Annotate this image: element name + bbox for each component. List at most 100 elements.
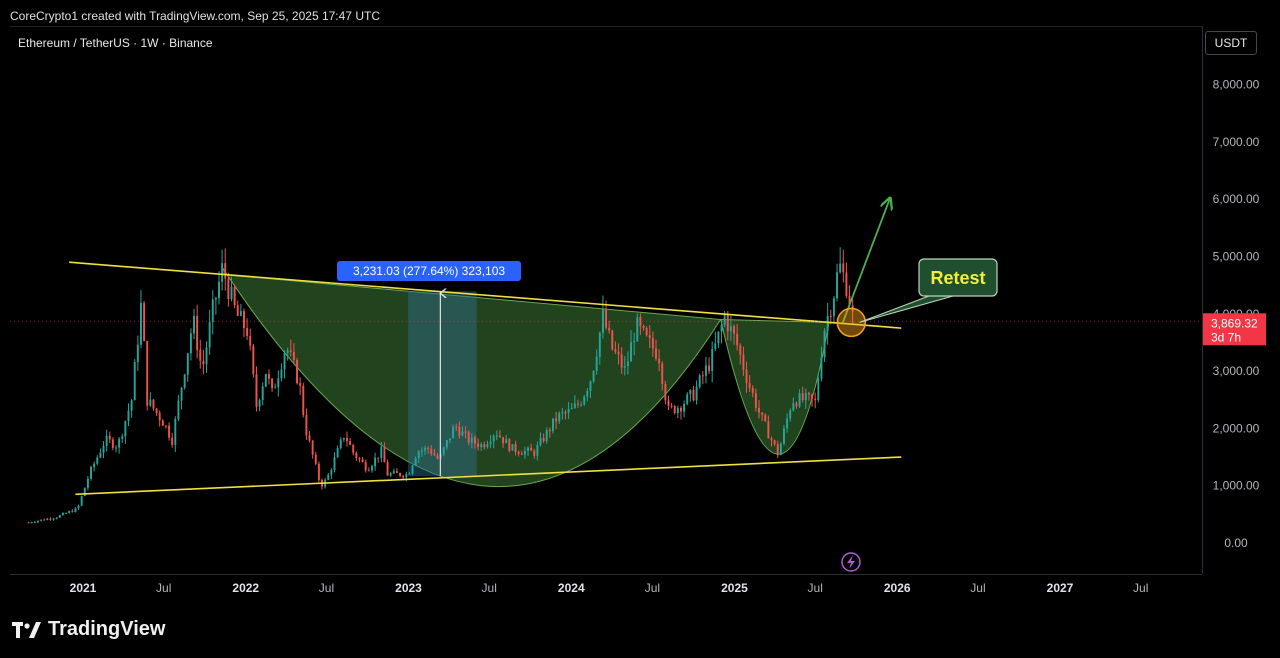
- y-tick-label: 7,000.00: [1213, 135, 1260, 149]
- candle-body: [305, 414, 308, 436]
- candle-body: [196, 315, 199, 351]
- candle-body: [402, 475, 405, 478]
- candle-body: [99, 452, 102, 458]
- candle-body: [311, 440, 314, 455]
- candle-body: [49, 518, 52, 520]
- candle-body: [292, 351, 295, 360]
- lightning-bolt: [847, 555, 855, 569]
- candle-body: [658, 358, 661, 364]
- x-tick-label: 2026: [884, 581, 911, 595]
- candle-body: [161, 420, 164, 426]
- x-tick-label: Jul: [156, 581, 171, 595]
- candle-body: [367, 470, 370, 472]
- candle-body: [289, 350, 292, 352]
- candle-body: [558, 412, 561, 422]
- candle-body: [676, 407, 679, 414]
- candle-body: [764, 414, 767, 422]
- y-tick-label: 3,000.00: [1213, 364, 1260, 378]
- candle-body: [845, 272, 848, 296]
- candle-body: [770, 438, 773, 441]
- candle-body: [271, 378, 274, 389]
- candle-body: [174, 418, 177, 445]
- candle-body: [848, 295, 851, 306]
- chart-pane[interactable]: [10, 26, 1202, 575]
- candle-body: [670, 405, 673, 407]
- candle-body: [636, 317, 639, 342]
- brand-name: TradingView: [48, 618, 166, 640]
- candle-body: [573, 403, 576, 408]
- candle-body: [65, 513, 68, 515]
- candle-body: [330, 470, 333, 475]
- candle-body: [683, 404, 686, 412]
- annotation-retest: Retest: [930, 268, 985, 288]
- candle-body: [202, 360, 205, 365]
- candle-body: [542, 438, 545, 442]
- candle-body: [414, 458, 417, 466]
- candle-body: [224, 263, 227, 279]
- candle-body: [302, 385, 305, 415]
- candle-body: [236, 305, 239, 316]
- candle-body: [480, 444, 483, 448]
- cup-pattern: [222, 266, 722, 488]
- candle-body: [358, 458, 361, 460]
- candle-body: [651, 338, 654, 349]
- candle-body: [486, 443, 489, 448]
- candle-body: [61, 513, 64, 516]
- candle-body: [711, 348, 714, 371]
- candle-body: [449, 438, 451, 441]
- candle-body: [280, 369, 283, 379]
- candle-body: [205, 347, 208, 365]
- candle-body: [436, 455, 439, 459]
- candle-body: [601, 309, 604, 333]
- target-arrow: [841, 199, 890, 323]
- candle-body: [639, 317, 642, 326]
- candle-body: [817, 378, 820, 401]
- candle-body: [461, 431, 464, 436]
- candle-body: [826, 315, 829, 331]
- candle-body: [776, 444, 779, 456]
- candle-body: [655, 348, 657, 359]
- candle-body: [720, 324, 723, 332]
- candle-body: [758, 407, 760, 413]
- candle-body: [617, 351, 620, 355]
- candle-body: [783, 428, 785, 444]
- candle-body: [36, 520, 39, 523]
- price-axis[interactable]: [1202, 26, 1271, 574]
- candle-body: [708, 365, 711, 371]
- candle-body: [804, 392, 807, 401]
- candle-body: [255, 374, 258, 407]
- candle-body: [261, 386, 264, 401]
- candle-body: [149, 399, 152, 406]
- candle-body: [118, 438, 121, 448]
- candle-body: [30, 522, 33, 524]
- candle-body: [464, 431, 467, 433]
- candle-body: [689, 389, 692, 395]
- candle-body: [296, 359, 299, 384]
- time-axis[interactable]: [10, 574, 1202, 601]
- candle-body: [608, 327, 611, 331]
- candle-body: [492, 435, 495, 442]
- candle-body: [748, 383, 751, 388]
- candle-body: [798, 393, 801, 407]
- tradingview-logo[interactable]: TradingView: [12, 618, 165, 641]
- candle-body: [405, 474, 408, 478]
- candle-body: [754, 393, 757, 408]
- candle-body: [130, 400, 133, 411]
- currency-selector[interactable]: USDT: [1205, 31, 1257, 55]
- candle-body: [630, 342, 632, 362]
- candle-body: [33, 522, 36, 524]
- event-lightning-icon[interactable]: [841, 552, 861, 572]
- candle-body: [470, 437, 473, 443]
- y-tick-label: 8,000.00: [1213, 78, 1260, 92]
- candle-body: [801, 393, 804, 401]
- candle-body: [40, 519, 43, 521]
- candle-body: [814, 398, 817, 401]
- candle-body: [74, 508, 77, 513]
- x-tick-label: Jul: [808, 581, 823, 595]
- candle-body: [342, 437, 345, 440]
- candle-body: [105, 435, 108, 446]
- candle-body: [807, 392, 810, 395]
- candle-body: [133, 361, 136, 401]
- candle-body: [221, 263, 224, 282]
